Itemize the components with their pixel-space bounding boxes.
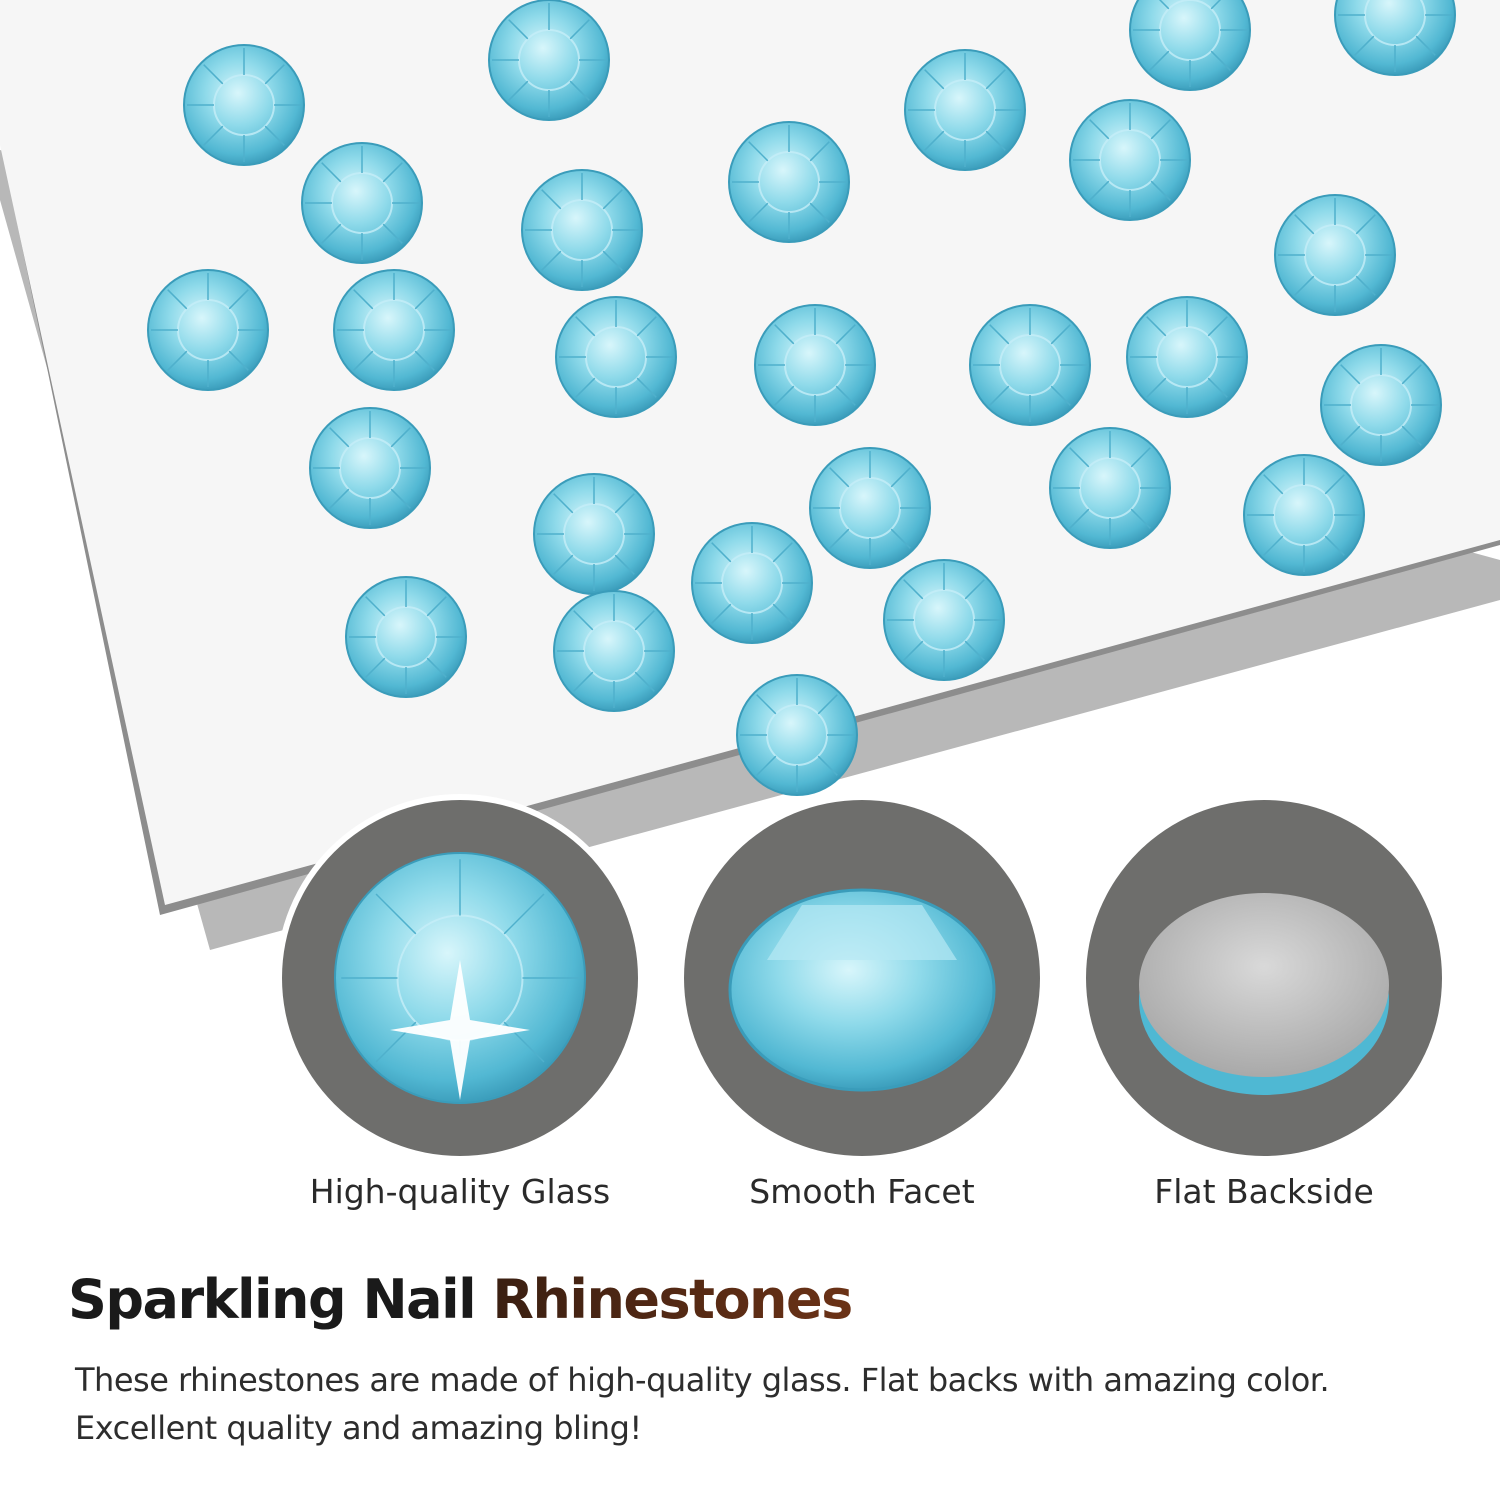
rhinestone: [736, 674, 858, 796]
rhinestone: [1049, 427, 1171, 549]
rhinestone: [553, 590, 675, 712]
headline: Sparkling Nail Rhinestones: [68, 1268, 853, 1331]
flat-back-icon: [1139, 893, 1389, 1095]
feature-circle-facet: [678, 794, 1046, 1162]
rhinestone: [1274, 194, 1396, 316]
rhinestone-group: [147, 0, 1456, 796]
rhinestone: [728, 121, 850, 243]
rhinestone: [809, 447, 931, 569]
feature-label-backside: Flat Backside: [1154, 1172, 1374, 1211]
rhinestone: [333, 269, 455, 391]
feature-label-facet: Smooth Facet: [749, 1172, 975, 1211]
description: These rhinestones are made of high-quali…: [75, 1361, 1330, 1447]
sparkling-gem-icon: [334, 852, 586, 1104]
rhinestone: [1320, 344, 1442, 466]
rhinestone: [969, 304, 1091, 426]
feature-circle-glass: [276, 794, 644, 1162]
rhinestone: [301, 142, 423, 264]
feature-label-glass: High-quality Glass: [309, 1172, 611, 1211]
rhinestone: [1126, 296, 1248, 418]
rhinestone: [533, 473, 655, 595]
rhinestone: [521, 169, 643, 291]
rhinestone: [691, 522, 813, 644]
gem-side-icon: [728, 888, 996, 1092]
rhinestone: [488, 0, 610, 121]
rhinestone: [345, 576, 467, 698]
rhinestone: [309, 407, 431, 529]
rhinestone: [1069, 99, 1191, 221]
rhinestone: [904, 49, 1026, 171]
rhinestone: [147, 269, 269, 391]
rhinestone: [754, 304, 876, 426]
rhinestone: [1334, 0, 1456, 76]
headline-part1: Sparkling Nail: [68, 1268, 493, 1331]
rhinestone: [883, 559, 1005, 681]
rhinestone: [1129, 0, 1251, 91]
feature-circle-backside: [1080, 794, 1448, 1162]
rhinestone: [555, 296, 677, 418]
rhinestone: [1243, 454, 1365, 576]
headline-accent: Rhinestones: [492, 1268, 853, 1331]
rhinestone: [183, 44, 305, 166]
